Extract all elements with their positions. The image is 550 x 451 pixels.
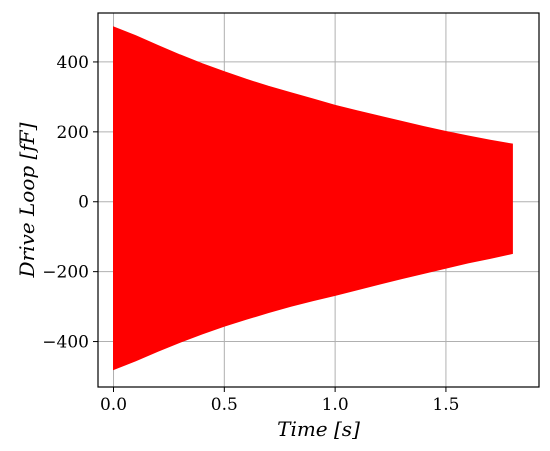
plot-frame [97, 12, 540, 388]
x-axis-label: Time [s] [277, 417, 360, 441]
plot-area [113, 26, 513, 371]
x-tick-label: 0.0 [100, 395, 127, 415]
y-tick-label: −200 [42, 263, 89, 283]
y-tick-label: 200 [57, 123, 89, 143]
x-tick-label: 1.0 [322, 395, 349, 415]
y-tick-label: 0 [78, 193, 89, 213]
x-axis: 0.0 0.5 1.0 1.5 [100, 387, 459, 415]
y-tick-label: −400 [42, 333, 89, 353]
y-axis: −400 −200 0 200 400 [42, 53, 98, 353]
x-tick-label: 0.5 [211, 395, 238, 415]
signal-envelope-area [113, 26, 513, 371]
x-tick-label: 1.5 [432, 395, 459, 415]
y-axis-label: Drive Loop [fF] [15, 122, 39, 278]
y-tick-label: 400 [57, 53, 89, 73]
